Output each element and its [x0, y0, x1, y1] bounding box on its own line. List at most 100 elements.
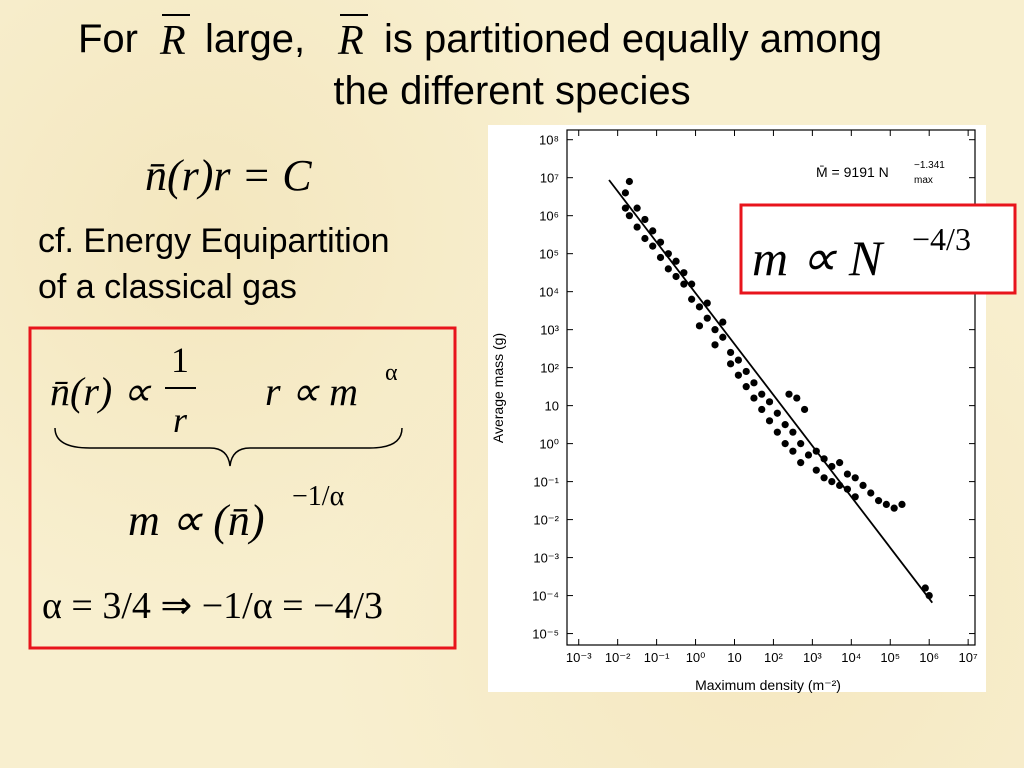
- y-tick-label: 10⁸: [539, 133, 559, 148]
- x-tick-label: 10: [727, 650, 741, 665]
- data-point: [836, 459, 844, 467]
- data-point: [820, 474, 828, 482]
- y-tick-label: 10: [545, 399, 559, 414]
- y-tick-label: 10⁻³: [533, 551, 559, 566]
- data-point: [820, 455, 828, 463]
- brace: [54, 427, 403, 467]
- data-point: [859, 481, 867, 490]
- data-point: [789, 428, 797, 436]
- data-point: [633, 223, 641, 231]
- data-point: [800, 405, 809, 414]
- data-point: [785, 390, 793, 398]
- data-point: [719, 318, 727, 326]
- data-point: [851, 474, 859, 482]
- x-tick-label: 10⁻¹: [644, 650, 670, 665]
- x-tick-label: 10⁶: [919, 650, 939, 665]
- data-point: [925, 591, 933, 600]
- data-point: [867, 489, 875, 497]
- y-tick-label: 10⁻⁴: [532, 589, 559, 604]
- data-point: [742, 383, 750, 391]
- callout-box: [739, 203, 1017, 295]
- data-point: [789, 447, 797, 455]
- exponent: −1/α: [292, 481, 345, 512]
- data-point: [758, 390, 766, 398]
- x-tick-label: 10⁷: [959, 650, 978, 665]
- x-tick-label: 10⁻²: [605, 650, 631, 665]
- y-axis-label: Average mass (g): [490, 333, 506, 443]
- data-point: [828, 478, 836, 486]
- data-point: [781, 421, 789, 429]
- title-symbol: R: [337, 18, 364, 64]
- data-point: [804, 451, 813, 459]
- data-point: [812, 447, 820, 455]
- y-tick-label: 10⁰: [539, 437, 559, 452]
- data-point: [851, 493, 859, 501]
- title-text: is partitioned equally among: [384, 17, 882, 61]
- y-tick-label: 10⁻⁵: [532, 627, 559, 642]
- data-point: [719, 333, 727, 341]
- x-tick-label: 10⁰: [686, 650, 706, 665]
- callout-exponent: −4/3: [912, 221, 971, 257]
- data-point: [695, 322, 704, 330]
- y-tick-label: 10⁵: [539, 247, 559, 262]
- data-point: [758, 405, 766, 414]
- x-tick-label: 10³: [803, 650, 822, 665]
- annotation-subscript: max: [914, 175, 933, 186]
- data-point: [726, 348, 735, 357]
- data-point: [734, 371, 742, 379]
- data-point: [625, 212, 633, 220]
- data-point: [664, 265, 672, 273]
- data-point: [836, 481, 844, 490]
- fraction-numerator: 1: [171, 340, 189, 380]
- data-point: [703, 314, 711, 322]
- equation: r ∝ m: [265, 369, 358, 414]
- annotation: M̄ = 9191 N: [816, 164, 889, 180]
- x-axis-label: Maximum density (m⁻²): [695, 677, 841, 693]
- data-point: [649, 242, 657, 250]
- x-tick-label: 10⁻³: [566, 650, 592, 665]
- equation: n̄(r)r = C: [145, 151, 312, 200]
- title-symbol: R: [159, 18, 186, 64]
- equation: n̄(r) ∝: [50, 369, 152, 414]
- data-point: [828, 462, 836, 471]
- x-tick-label: 10⁵: [880, 650, 900, 665]
- equation: α = 3/4 ⇒ −1/α = −4/3: [42, 585, 383, 627]
- data-point: [812, 466, 820, 474]
- data-point: [843, 485, 852, 493]
- data-point: [672, 272, 680, 281]
- data-point: [695, 303, 704, 311]
- data-point: [734, 356, 742, 364]
- data-point: [633, 204, 641, 212]
- data-point: [726, 360, 735, 368]
- x-tick-label: 10⁴: [841, 650, 861, 665]
- data-point: [882, 500, 890, 509]
- data-point: [797, 459, 805, 467]
- data-point: [921, 584, 929, 592]
- data-point: [711, 326, 719, 334]
- highlight-box: [28, 326, 457, 650]
- data-point: [750, 394, 758, 402]
- data-point: [641, 215, 649, 224]
- y-tick-label: 10²: [540, 361, 559, 376]
- data-point: [703, 299, 711, 307]
- data-point: [680, 269, 688, 277]
- fit-line: [608, 179, 933, 604]
- data-point: [773, 409, 781, 417]
- data-point: [711, 341, 719, 349]
- data-point: [649, 227, 657, 235]
- data-point: [793, 394, 801, 402]
- title-text: For: [78, 17, 138, 61]
- data-point: [664, 250, 672, 258]
- equation: m ∝ (n̄): [128, 496, 265, 545]
- y-tick-label: 10⁶: [539, 209, 559, 224]
- callout-equation: m ∝ N: [752, 230, 885, 286]
- data-point: [625, 177, 633, 186]
- data-point: [688, 280, 696, 288]
- annotation-exponent: −1.341: [914, 160, 945, 171]
- data-point: [765, 398, 774, 406]
- y-tick-label: 10⁴: [539, 285, 559, 300]
- title-text: large,: [205, 17, 305, 61]
- exponent: α: [385, 360, 398, 386]
- y-tick-label: 10⁻²: [533, 513, 559, 528]
